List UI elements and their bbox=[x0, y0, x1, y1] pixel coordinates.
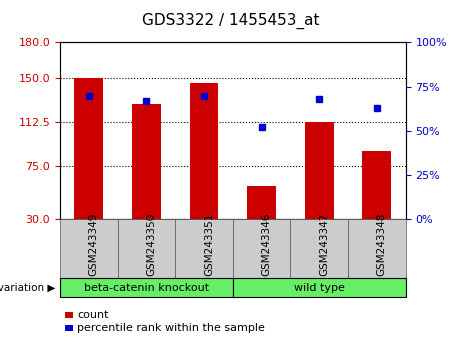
Text: GSM243348: GSM243348 bbox=[377, 213, 387, 276]
Text: GSM243347: GSM243347 bbox=[319, 213, 329, 276]
Text: wild type: wild type bbox=[294, 282, 345, 293]
Text: GSM243349: GSM243349 bbox=[89, 213, 99, 276]
Bar bbox=[132, 104, 161, 219]
Text: GSM243350: GSM243350 bbox=[146, 213, 156, 276]
Text: percentile rank within the sample: percentile rank within the sample bbox=[77, 323, 266, 333]
Text: GDS3322 / 1455453_at: GDS3322 / 1455453_at bbox=[142, 13, 319, 29]
Bar bbox=[247, 187, 276, 219]
Text: GSM243351: GSM243351 bbox=[204, 213, 214, 276]
Text: beta-catenin knockout: beta-catenin knockout bbox=[84, 282, 209, 293]
Bar bbox=[74, 78, 103, 219]
Bar bbox=[305, 121, 334, 219]
Text: genotype/variation ▶: genotype/variation ▶ bbox=[0, 282, 55, 293]
Bar bbox=[362, 151, 391, 219]
Text: GSM243346: GSM243346 bbox=[262, 213, 272, 276]
Bar bbox=[189, 82, 219, 219]
Text: count: count bbox=[77, 310, 109, 320]
